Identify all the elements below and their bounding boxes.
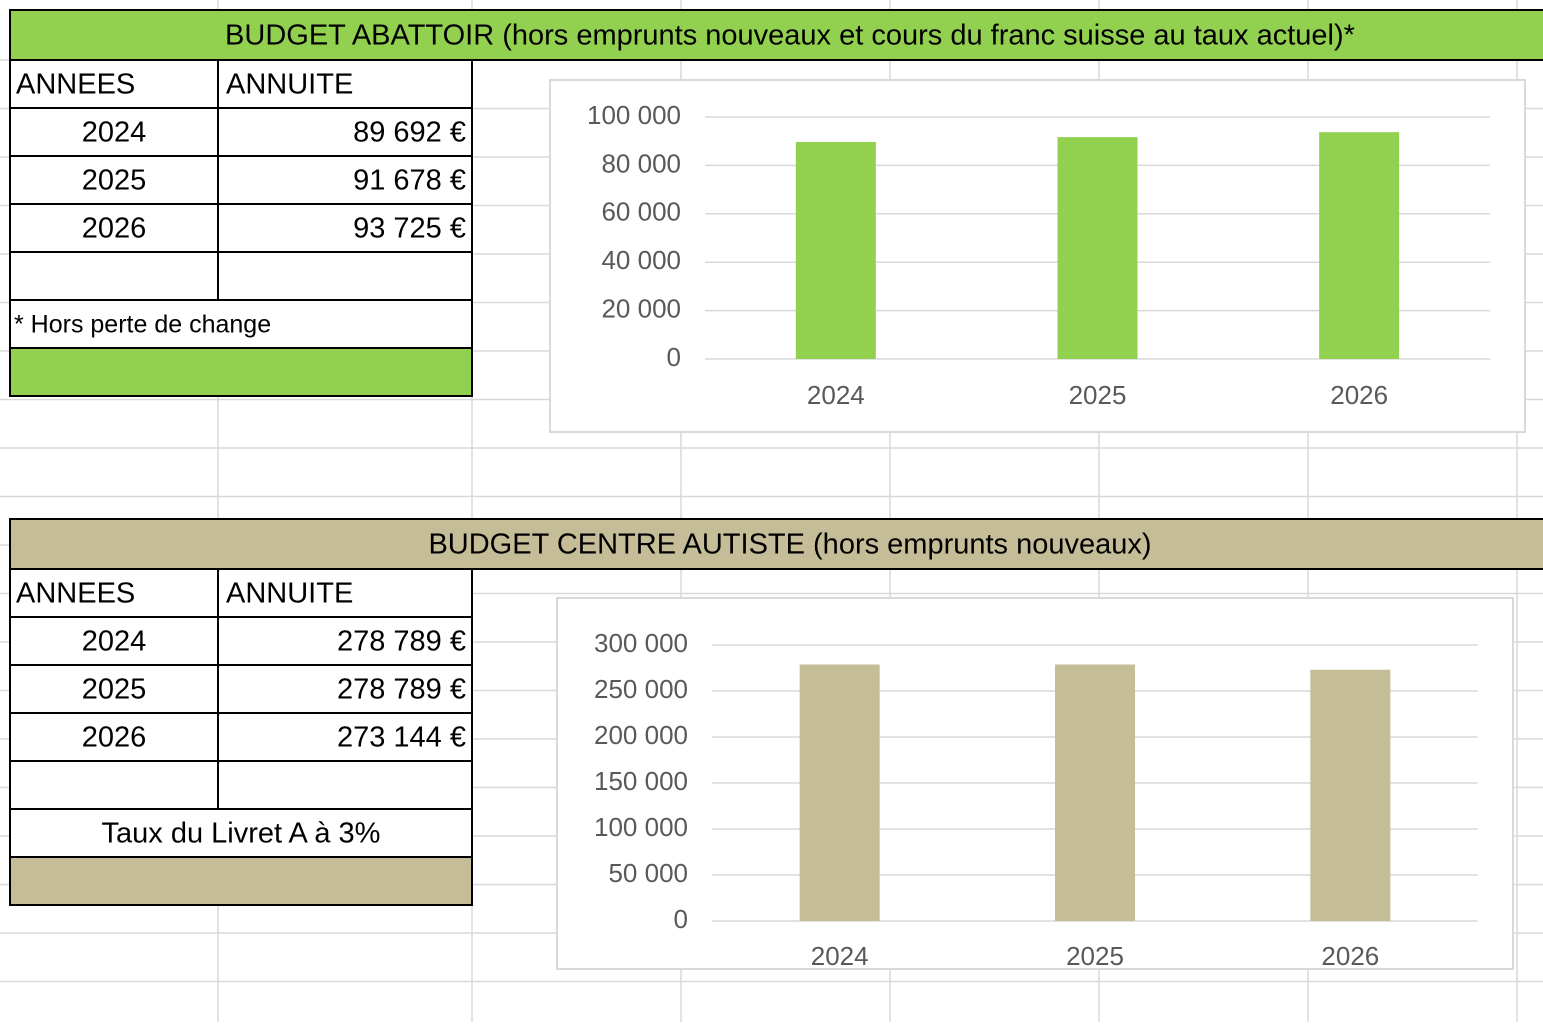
cell [217, 251, 473, 301]
header-cell: ANNUITE [226, 578, 353, 610]
cell [217, 107, 473, 157]
amount-cell: 91 678 € [353, 165, 466, 197]
year-cell: 2026 [82, 213, 147, 245]
fill-row [9, 347, 473, 397]
cell [217, 59, 473, 109]
y-tick-label: 80 000 [601, 148, 681, 178]
year-cell: 2026 [82, 722, 147, 754]
bar [1055, 664, 1135, 921]
cell [9, 251, 219, 301]
cell [217, 760, 473, 810]
note: Taux du Livret A à 3% [102, 818, 381, 850]
cell [9, 107, 219, 157]
cell [9, 760, 219, 810]
y-tick-label: 60 000 [601, 197, 681, 227]
header-cell: ANNEES [16, 69, 135, 101]
section-banner [9, 9, 1543, 61]
note-cell [9, 299, 473, 349]
y-tick-label: 0 [667, 342, 681, 372]
amount-cell: 93 725 € [353, 213, 466, 245]
year-cell: 2024 [82, 626, 147, 658]
bar [795, 141, 876, 359]
x-tick-label: 2026 [1330, 380, 1388, 410]
amount-cell: 278 789 € [337, 626, 466, 658]
bar [1057, 137, 1138, 359]
note-cell [9, 808, 473, 858]
cell [217, 203, 473, 253]
section-banner [9, 518, 1543, 570]
cell [217, 155, 473, 205]
year-cell: 2024 [82, 117, 147, 149]
bar [799, 664, 880, 921]
fill-row [9, 856, 473, 906]
cell [9, 616, 219, 666]
y-tick-label: 200 000 [594, 720, 688, 750]
bar [1319, 132, 1400, 359]
cell [9, 155, 219, 205]
amount-cell: 89 692 € [353, 117, 466, 149]
header-cell: ANNEES [16, 578, 135, 610]
y-tick-label: 40 000 [601, 245, 681, 275]
amount-cell: 278 789 € [337, 674, 466, 706]
y-tick-label: 300 000 [594, 628, 688, 658]
y-tick-label: 0 [674, 904, 688, 934]
cell [217, 664, 473, 714]
bar [1310, 669, 1391, 921]
header-cell: ANNUITE [226, 69, 353, 101]
note: * Hors perte de change [14, 311, 271, 339]
x-tick-label: 2024 [807, 380, 865, 410]
x-tick-label: 2025 [1069, 380, 1127, 410]
y-tick-label: 150 000 [594, 766, 688, 796]
cell [9, 568, 219, 618]
y-tick-label: 20 000 [601, 293, 681, 323]
year-cell: 2025 [82, 674, 147, 706]
cell [9, 203, 219, 253]
cell [9, 712, 219, 762]
section-title: BUDGET CENTRE AUTISTE (hors emprunts nou… [428, 529, 1151, 561]
y-tick-label: 250 000 [594, 674, 688, 704]
section-title: BUDGET ABATTOIR (hors emprunts nouveaux … [225, 20, 1355, 52]
year-cell: 2025 [82, 165, 147, 197]
y-tick-label: 100 000 [594, 812, 688, 842]
x-tick-label: 2026 [1321, 941, 1379, 971]
x-tick-label: 2024 [811, 941, 869, 971]
cell [217, 616, 473, 666]
amount-cell: 273 144 € [337, 722, 466, 754]
x-tick-label: 2025 [1066, 941, 1124, 971]
cell [217, 568, 473, 618]
y-tick-label: 50 000 [608, 858, 688, 888]
y-tick-label: 100 000 [587, 100, 681, 130]
cell [9, 59, 219, 109]
